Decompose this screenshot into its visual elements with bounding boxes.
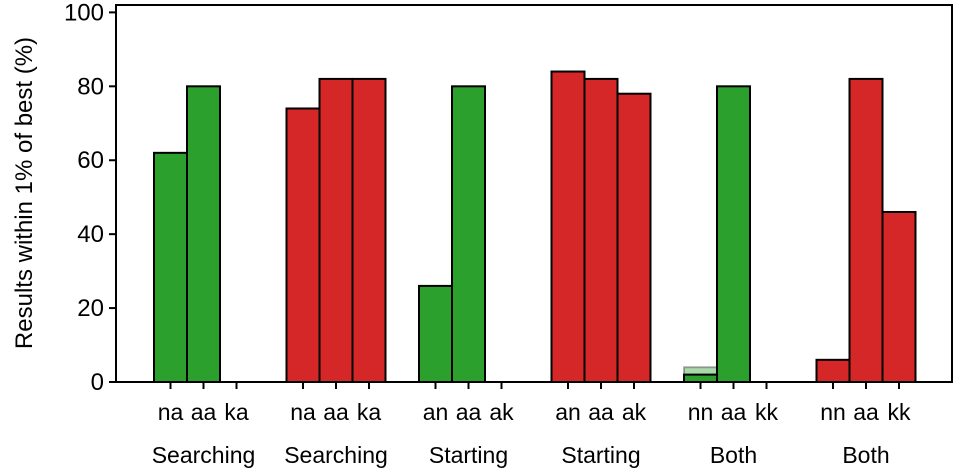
group-label: Both <box>842 442 889 468</box>
group-label: Starting <box>561 442 640 468</box>
bar <box>451 85 486 384</box>
x-tick-label: aa <box>853 399 879 425</box>
bar <box>616 92 652 384</box>
y-axis: 0 20 40 60 80 100 <box>64 0 116 396</box>
bar <box>848 77 884 383</box>
x-tick-label: nn <box>820 399 846 425</box>
x-tick-label: aa <box>588 399 614 425</box>
x-tick-label: ka <box>224 399 249 425</box>
bar <box>153 151 188 383</box>
x-tick-label: ak <box>489 399 514 425</box>
bar <box>186 85 221 384</box>
group-label: Searching <box>152 442 256 468</box>
y-tick-label: 100 <box>64 0 104 26</box>
x-tick-label: na <box>290 399 316 425</box>
x-tick-label: aa <box>456 399 482 425</box>
y-axis-label: Results within 1% of best (%) <box>11 37 38 349</box>
group-label: Starting <box>429 442 508 468</box>
y-tick-label: 60 <box>77 147 104 174</box>
x-tick-label: ak <box>622 399 647 425</box>
bar <box>418 284 453 383</box>
bar <box>716 85 751 384</box>
x-tick-label: an <box>555 399 581 425</box>
x-tick-label: ka <box>357 399 382 425</box>
y-tick-label: 0 <box>91 369 104 396</box>
x-tick-label: kk <box>888 399 912 425</box>
bar <box>318 77 354 383</box>
axes-frame <box>115 4 953 383</box>
group-label: Searching <box>284 442 388 468</box>
bar <box>285 107 321 383</box>
y-tick-label: 20 <box>77 295 104 322</box>
bar <box>583 77 619 383</box>
x-tick-label: nn <box>688 399 714 425</box>
x-tick-label: aa <box>191 399 217 425</box>
bar <box>550 70 586 383</box>
bar <box>815 358 851 383</box>
bar <box>351 77 387 383</box>
y-tick-label: 80 <box>77 73 104 100</box>
bar <box>683 373 718 384</box>
x-tick-label: aa <box>721 399 747 425</box>
bars-layer <box>153 70 917 384</box>
x-tick-label: na <box>158 399 184 425</box>
bar <box>881 210 917 383</box>
group-label: Both <box>710 442 757 468</box>
y-tick-label: 40 <box>77 221 104 248</box>
x-tick-label: kk <box>755 399 779 425</box>
x-tick-label: an <box>423 399 449 425</box>
x-tick-label: aa <box>323 399 349 425</box>
